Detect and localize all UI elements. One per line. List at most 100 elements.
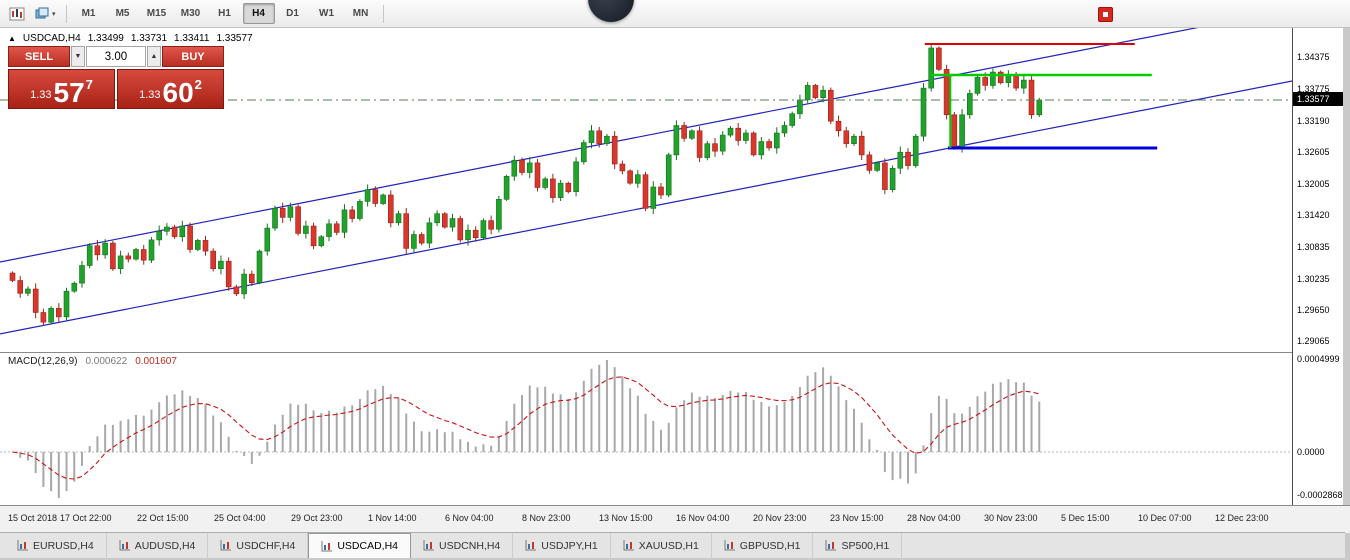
price-axis-label: 1.29065	[1297, 336, 1330, 347]
timeframe-button-h1[interactable]: H1	[218, 8, 231, 19]
timeframe-button-h4[interactable]: H4	[242, 3, 275, 24]
top-toolbar: ▾ M1 M5 M15 M30 H1 H4 D1 W1 MN	[0, 0, 1350, 28]
price-axis-label: 1.33775	[1297, 84, 1330, 95]
price-axis-label: 1.30235	[1297, 273, 1330, 284]
timeframe-button-m15[interactable]: M15	[146, 8, 167, 19]
tab-chart-icon	[825, 540, 837, 551]
time-axis-label: 20 Nov 23:00	[753, 513, 807, 523]
time-axis-label: 15 Oct 2018	[8, 513, 58, 523]
quote-low: 1.33411	[174, 33, 210, 44]
tab-gbpusd-h1[interactable]: GBPUSD,H1	[712, 533, 814, 558]
chevron-down-icon: ▾	[52, 10, 56, 18]
time-axis-label: 29 Oct 23:00	[291, 513, 343, 523]
volume-increase-button[interactable]: ▲	[147, 46, 161, 67]
macd-header: MACD(12,26,9) 0.000622 0.001607	[8, 356, 177, 367]
macd-title: MACD(12,26,9)	[8, 356, 78, 367]
record-icon[interactable]	[1098, 7, 1113, 22]
tab-audusd-h4[interactable]: AUDUSD,H4	[107, 533, 209, 558]
price-axis-label: 1.32605	[1297, 146, 1330, 157]
buy-button[interactable]: BUY	[162, 46, 224, 67]
tab-chart-icon	[321, 540, 333, 551]
sell-price-small: 1.33	[30, 89, 52, 101]
quote-high: 1.33731	[130, 33, 168, 44]
time-axis-label: 10 Dec 07:00	[1138, 513, 1192, 523]
tab-usdchf-h4[interactable]: USDCHF,H4	[208, 533, 309, 558]
time-axis-label: 5 Dec 15:00	[1061, 513, 1110, 523]
horizontal-lines[interactable]	[924, 43, 1158, 150]
candlestick-chart-icon	[9, 7, 25, 20]
time-axis-label: 30 Nov 23:00	[984, 513, 1038, 523]
new-chart-button[interactable]	[5, 2, 29, 25]
price-axis-label: 1.33190	[1297, 115, 1330, 126]
price-axis-label: 1.32005	[1297, 179, 1330, 190]
symbol-period-label: USDCAD,H4	[22, 33, 81, 44]
direction-up-icon: ▲	[8, 34, 16, 43]
tab-usdcnh-h4[interactable]: USDCNH,H4	[411, 533, 514, 558]
macd-histogram	[19, 360, 1041, 498]
buy-price-sup: 2	[194, 77, 202, 92]
tab-sp500-h1[interactable]: SP500,H1	[813, 533, 903, 558]
price-axis-label: 1.34375	[1297, 52, 1330, 63]
price-axis-label: 1.30835	[1297, 241, 1330, 252]
time-axis-label: 23 Nov 15:00	[830, 513, 884, 523]
tab-eurusd-h4[interactable]: EURUSD,H4	[5, 533, 107, 558]
price-axis-label: 1.29650	[1297, 304, 1330, 315]
timeframe-button-d1[interactable]: D1	[286, 8, 299, 19]
chart-cycle-icon	[35, 7, 49, 18]
sell-price-big: 57	[53, 76, 85, 108]
timeframe-button-w1[interactable]: W1	[319, 8, 335, 19]
time-axis-label: 16 Nov 04:00	[676, 513, 730, 523]
time-axis-label: 13 Nov 15:00	[599, 513, 653, 523]
tab-usdcad-h4[interactable]: USDCAD,H4	[308, 533, 411, 558]
timeframe-button-m1[interactable]: M1	[81, 8, 96, 19]
chart-cycle-button[interactable]: ▾	[31, 2, 60, 25]
timeframe-button-mn[interactable]: MN	[352, 8, 369, 19]
tab-usdjpy-h1[interactable]: USDJPY,H1	[513, 533, 611, 558]
macd-value: 0.000622	[85, 356, 128, 367]
timeframe-button-m5[interactable]: M5	[115, 8, 130, 19]
buy-price-big: 60	[162, 76, 194, 108]
time-axis-label: 22 Oct 15:00	[137, 513, 189, 523]
quote-header: ▲ USDCAD,H4 1.33499 1.33731 1.33411 1.33…	[8, 33, 253, 44]
time-axis-label: 1 Nov 14:00	[368, 513, 417, 523]
macd-axis-label: 0.0004999	[1297, 354, 1340, 364]
volume-decrease-button[interactable]: ▼	[71, 46, 85, 67]
timeframe-button-m30[interactable]: M30	[180, 8, 201, 19]
time-axis[interactable]: 15 Oct 2018 17 Oct 22:00 22 Oct 15:00 25 Oc…	[0, 505, 1350, 533]
tab-xauusd-h1[interactable]: XAUUSD,H1	[611, 533, 712, 558]
time-axis-label: 25 Oct 04:00	[214, 513, 266, 523]
tab-bar: EURUSD,H4 AUDUSD,H4 USDCHF,H4 USDCAD,H4 USDC…	[0, 532, 1345, 558]
macd-signal-line	[12, 376, 1040, 480]
indicator-panel-separator[interactable]	[0, 352, 1342, 353]
time-axis-label: 17 Oct 22:00	[60, 513, 112, 523]
price-axis[interactable]: 1.33577 1.34375 1.33775 1.33190 1.32605 1.32…	[1292, 28, 1343, 505]
time-axis-label: 28 Nov 04:00	[907, 513, 961, 523]
sell-price-sup: 7	[85, 77, 93, 92]
time-axis-label: 8 Nov 23:00	[522, 513, 571, 523]
chart-canvas[interactable]	[0, 28, 1292, 505]
tab-chart-icon	[119, 540, 130, 551]
current-price-badge: 1.33577	[1293, 92, 1343, 106]
macd-axis-label: -0.0002868	[1297, 490, 1343, 500]
tab-chart-icon	[423, 540, 434, 551]
tab-chart-icon	[220, 540, 232, 551]
toolbar-separator	[65, 4, 67, 23]
macd-signal-value: 0.001607	[135, 356, 177, 367]
volume-input[interactable]: 3.00	[86, 46, 146, 67]
tab-chart-icon	[724, 540, 735, 551]
buy-price-small: 1.33	[139, 89, 161, 101]
overlay-logo-circle	[588, 0, 634, 22]
quote-open: 1.33499	[87, 33, 124, 44]
sell-button[interactable]: SELL	[8, 46, 70, 67]
tab-chart-icon	[623, 540, 634, 551]
tab-chart-icon	[525, 540, 537, 551]
candles	[9, 44, 1043, 327]
price-axis-label: 1.31420	[1297, 210, 1330, 221]
chart-window: ▲ USDCAD,H4 1.33499 1.33731 1.33411 1.33…	[0, 28, 1343, 505]
macd-axis-label: 0.0000	[1297, 447, 1325, 457]
buy-price-box[interactable]: 1.33 60 2	[117, 69, 224, 109]
one-click-trade-panel: SELL ▼ 3.00 ▲ BUY 1.33 57 7 1.33 60 2	[8, 46, 224, 109]
timeframe-group: M1 M5 M15 M30 H1 H4 D1 W1 MN	[72, 3, 378, 24]
quote-close: 1.33577	[216, 33, 253, 44]
sell-price-box[interactable]: 1.33 57 7	[8, 69, 115, 109]
